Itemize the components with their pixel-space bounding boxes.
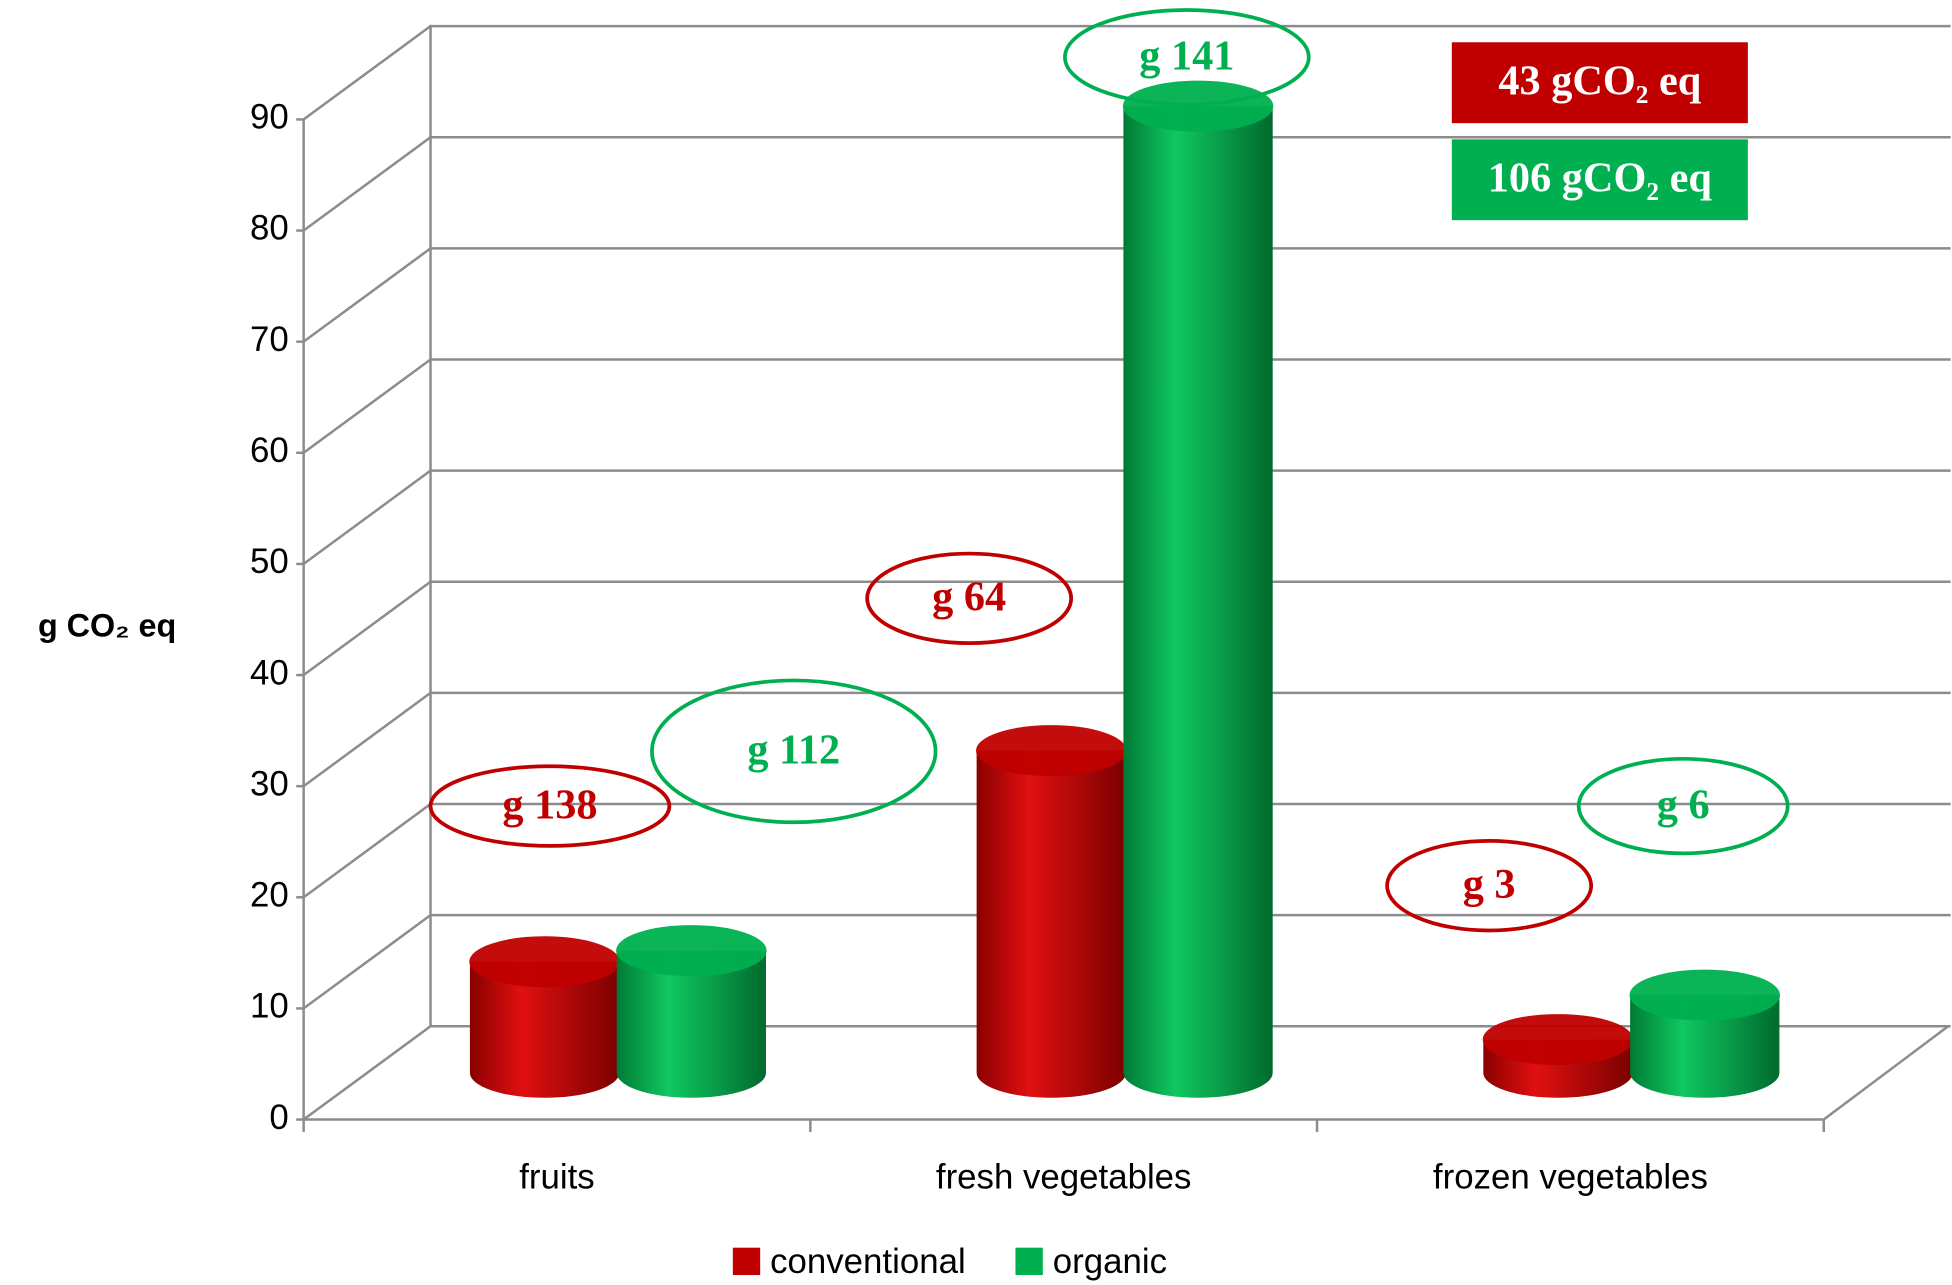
bar [1122, 80, 1274, 1098]
annotation-ellipse [1063, 8, 1311, 107]
total-box [1451, 42, 1748, 124]
annotation: g 3 [1463, 861, 1516, 908]
floor-edge [1823, 1025, 1949, 1121]
grid-line [302, 913, 1951, 1010]
total-label: 106 gCO₂ eq [1488, 154, 1713, 201]
grid-line [302, 469, 1951, 565]
y-tick-label: 30 [250, 764, 289, 803]
grid-line [302, 358, 1951, 454]
y-tick-label: 70 [250, 320, 289, 359]
bar-top [1482, 1014, 1634, 1066]
bar-body [469, 961, 620, 1098]
annotation: g 64 [932, 574, 1006, 621]
bar [1482, 1014, 1634, 1098]
grid-line [302, 247, 1951, 343]
bar-body [616, 950, 766, 1098]
y-tick-label: 80 [250, 209, 289, 248]
total-box [1451, 139, 1748, 221]
grid-line [302, 1025, 1951, 1121]
bar [469, 936, 620, 1098]
legend-label: organic [1053, 1242, 1167, 1281]
annotation-ellipse [1385, 839, 1593, 933]
grid-line [302, 24, 1951, 121]
y-tick-label: 0 [269, 1098, 288, 1137]
bar-top [976, 725, 1127, 777]
bar-body [1123, 106, 1273, 1098]
legend-label: conventional [770, 1242, 966, 1281]
annotation: g 6 [1657, 781, 1710, 828]
grid-line [302, 136, 1951, 232]
annotation: g 112 [747, 727, 840, 774]
y-tick-label: 40 [250, 653, 289, 692]
x-tick-label: frozen vegetables [1433, 1157, 1708, 1196]
bar [976, 725, 1127, 1098]
legend-swatch [732, 1247, 761, 1276]
y-axis-label: g CO₂ eq [38, 608, 176, 644]
bar-top [616, 925, 767, 977]
bar-body [1630, 995, 1780, 1098]
grid-line [302, 580, 1951, 677]
y-tick-label: 60 [250, 431, 289, 470]
annotation: g 141 [1139, 32, 1234, 79]
y-tick-label: 90 [250, 98, 289, 137]
annotation: g 138 [502, 781, 597, 828]
bar-body [976, 750, 1126, 1098]
y-tick-label: 10 [250, 987, 289, 1026]
annotation-ellipse [1576, 756, 1790, 856]
annotation-ellipse [650, 678, 938, 825]
y-tick-label: 50 [250, 542, 289, 581]
grid-line [302, 691, 1951, 788]
annotation-ellipse [428, 764, 672, 848]
total-label: 43 gCO₂ eq [1498, 57, 1701, 104]
y-tick-label: 20 [250, 876, 289, 915]
bar [1629, 969, 1781, 1098]
bar-top [1629, 969, 1781, 1021]
bar [616, 925, 767, 1098]
walls [302, 24, 1949, 1121]
x-tick-label: fresh vegetables [936, 1157, 1192, 1196]
annotation-ellipse [865, 551, 1074, 645]
bar-top [469, 936, 620, 988]
x-tick-label: fruits [519, 1157, 594, 1196]
legend-swatch [1015, 1247, 1043, 1276]
